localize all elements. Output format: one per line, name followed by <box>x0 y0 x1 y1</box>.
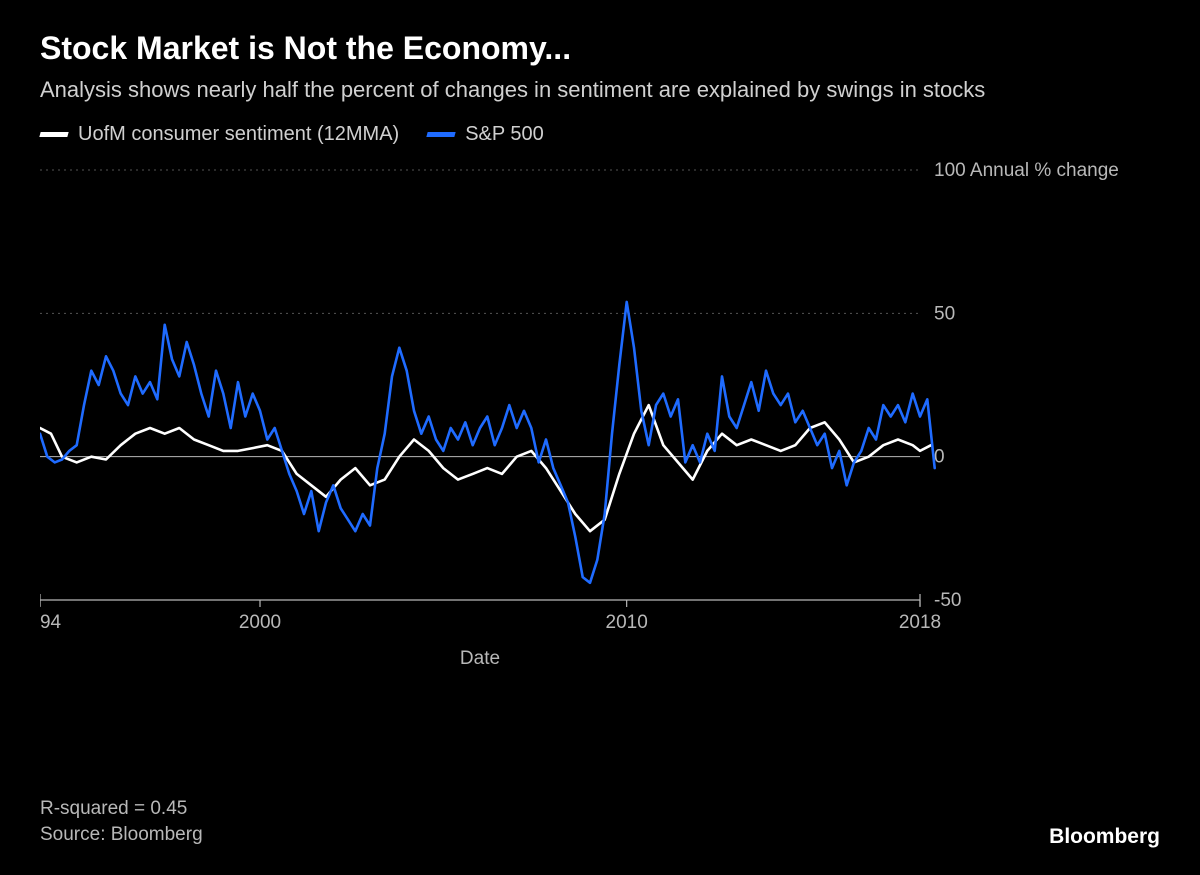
legend-item-sentiment: UofM consumer sentiment (12MMA) <box>40 123 399 146</box>
svg-text:2010: 2010 <box>606 612 648 633</box>
svg-text:2018: 2018 <box>899 612 941 633</box>
chart-container: Stock Market is Not the Economy... Analy… <box>0 0 1200 875</box>
chart-plot-area: 1994200020102018Date-50050100 Annual % c… <box>40 160 1160 680</box>
legend-item-sp500: S&P 500 <box>427 123 544 146</box>
chart-svg: 1994200020102018Date-50050100 Annual % c… <box>40 160 1160 680</box>
svg-text:2000: 2000 <box>239 612 281 633</box>
svg-text:50: 50 <box>934 303 955 324</box>
chart-title: Stock Market is Not the Economy... <box>40 30 1160 67</box>
chart-footer: R-squared = 0.45 Source: Bloomberg <box>40 796 203 849</box>
brand-logo: Bloomberg <box>1049 825 1160 849</box>
svg-text:100 Annual % change: 100 Annual % change <box>934 160 1119 181</box>
source-note: Source: Bloomberg <box>40 822 203 849</box>
legend-swatch-sp500 <box>427 132 456 137</box>
legend-label-sp500: S&P 500 <box>465 123 544 146</box>
legend-label-sentiment: UofM consumer sentiment (12MMA) <box>78 123 399 146</box>
legend: UofM consumer sentiment (12MMA) S&P 500 <box>40 123 1160 146</box>
svg-text:Date: Date <box>460 648 500 669</box>
legend-swatch-sentiment <box>39 132 68 137</box>
svg-text:-50: -50 <box>934 590 961 611</box>
r-squared-note: R-squared = 0.45 <box>40 796 203 823</box>
svg-text:1994: 1994 <box>40 612 62 633</box>
chart-subtitle: Analysis shows nearly half the percent o… <box>40 75 1160 105</box>
